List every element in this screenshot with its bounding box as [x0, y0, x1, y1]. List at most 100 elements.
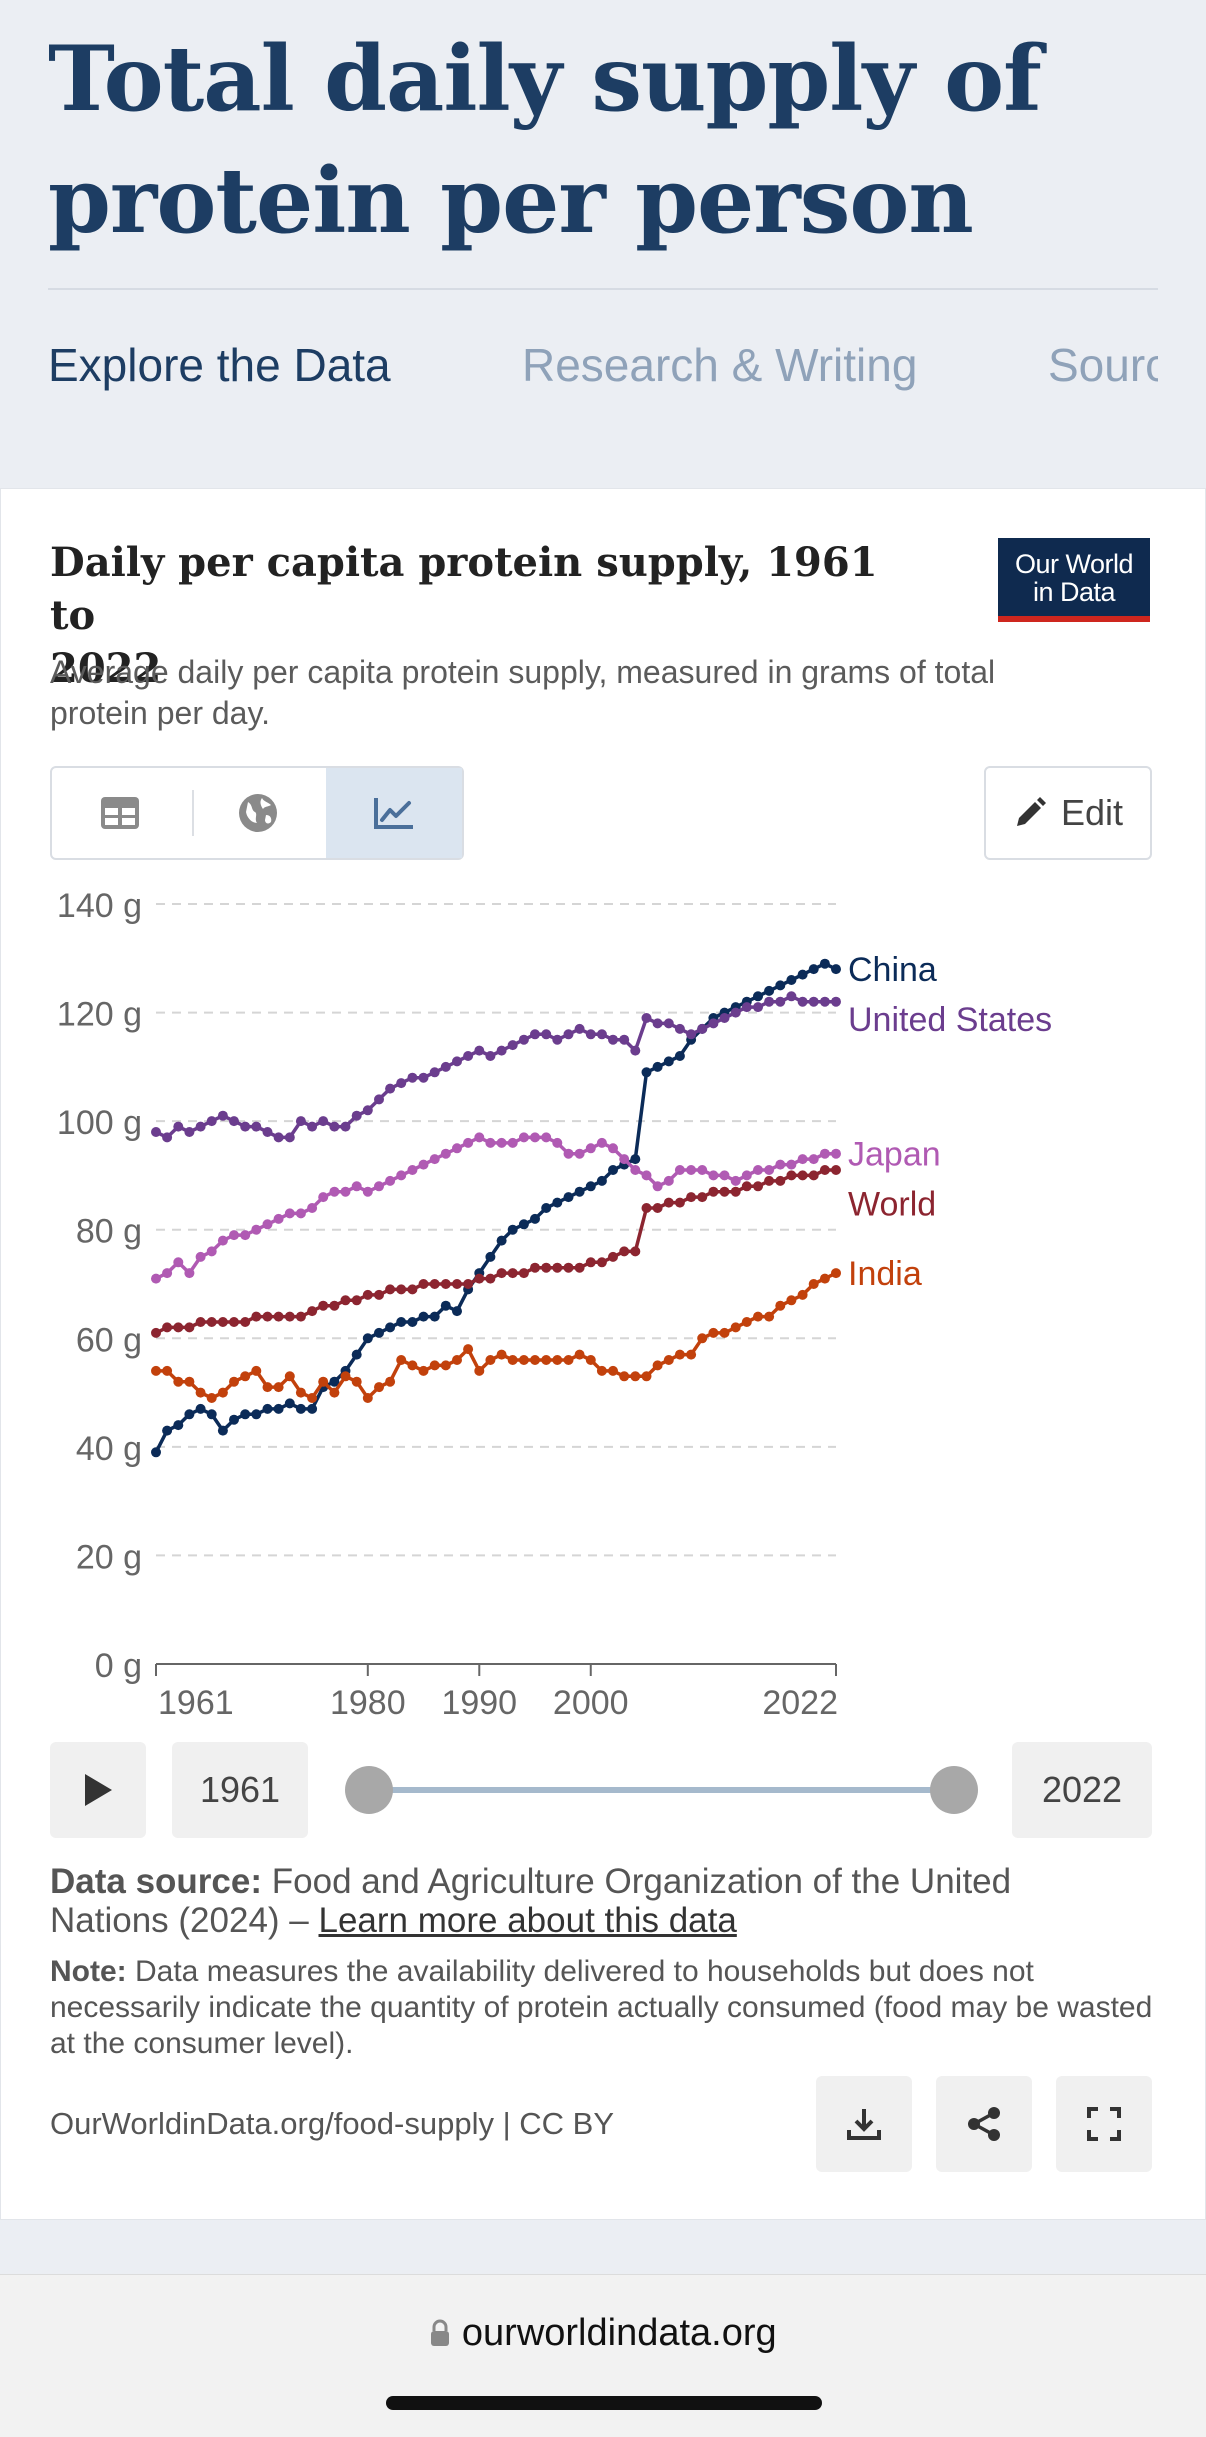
- tab-explore-the-data[interactable]: Explore the Data: [48, 339, 391, 391]
- data-point-world: [507, 1268, 518, 1279]
- data-point-world: [496, 1268, 507, 1279]
- data-point-india: [374, 1382, 384, 1393]
- data-point-india: [563, 1355, 574, 1365]
- data-point-united-states: [307, 1121, 318, 1132]
- data-point-china: [440, 1300, 451, 1311]
- data-point-world: [574, 1262, 585, 1273]
- chart-view-button[interactable]: [326, 768, 462, 858]
- data-point-united-states: [463, 1051, 474, 1061]
- data-point-india: [808, 1279, 819, 1289]
- learn-more-link[interactable]: Learn more about this data: [318, 1901, 737, 1940]
- data-point-china: [452, 1306, 462, 1317]
- data-point-india: [295, 1387, 306, 1398]
- data-point-india: [351, 1376, 362, 1387]
- data-point-india: [786, 1295, 797, 1306]
- data-point-india: [385, 1376, 396, 1387]
- data-point-japan: [362, 1186, 373, 1197]
- address-bar[interactable]: ourworldindata.org: [0, 2308, 1206, 2358]
- data-point-united-states: [329, 1121, 340, 1132]
- timeline-start-handle[interactable]: [345, 1766, 393, 1814]
- data-point-japan: [340, 1186, 351, 1197]
- lock-icon: [431, 2319, 450, 2346]
- data-point-united-states: [418, 1072, 429, 1083]
- data-point-japan: [496, 1137, 507, 1148]
- chart-subtitle: Average daily per capita protein supply,…: [50, 654, 996, 731]
- data-point-japan: [819, 1148, 830, 1159]
- data-point-world: [195, 1317, 206, 1327]
- page-title: Total daily supply of protein per person: [48, 26, 1042, 254]
- data-point-china: [674, 1051, 685, 1061]
- view-switch-separator: [192, 790, 194, 836]
- data-point-world: [173, 1322, 184, 1333]
- data-point-japan: [585, 1143, 596, 1154]
- data-point-united-states: [674, 1023, 685, 1034]
- share-button[interactable]: [936, 2076, 1032, 2172]
- data-point-india: [463, 1344, 474, 1355]
- data-point-india: [429, 1360, 440, 1371]
- data-point-world: [318, 1300, 329, 1311]
- chart-note: Note: Data measures the availability del…: [50, 1955, 1153, 2060]
- data-point-china: [608, 1165, 618, 1175]
- data-point-united-states: [273, 1132, 284, 1143]
- data-point-japan: [563, 1148, 574, 1159]
- data-point-japan: [206, 1246, 217, 1257]
- data-point-world: [608, 1251, 618, 1262]
- data-point-united-states: [652, 1018, 663, 1029]
- play-button[interactable]: [50, 1742, 146, 1838]
- timeline-track[interactable]: [370, 1787, 954, 1793]
- data-point-world: [151, 1327, 161, 1338]
- data-point-india: [608, 1365, 618, 1376]
- data-point-japan: [385, 1175, 396, 1186]
- legend-label-united-states: United States: [848, 1001, 1052, 1039]
- data-point-united-states: [385, 1083, 396, 1094]
- data-point-united-states: [619, 1034, 630, 1045]
- data-point-japan: [652, 1181, 663, 1192]
- data-point-world: [686, 1192, 697, 1203]
- data-point-united-states: [530, 1029, 540, 1040]
- data-point-china: [217, 1425, 228, 1436]
- timeline-end-handle[interactable]: [930, 1766, 978, 1814]
- data-point-world: [340, 1295, 351, 1306]
- table-view-button[interactable]: [52, 768, 188, 858]
- download-button[interactable]: [816, 2076, 912, 2172]
- data-point-united-states: [563, 1029, 574, 1040]
- data-point-china: [374, 1327, 384, 1338]
- data-point-india: [518, 1355, 529, 1365]
- data-point-world: [396, 1284, 407, 1295]
- owid-logo[interactable]: Our World in Data: [998, 538, 1150, 622]
- footer-url[interactable]: OurWorldinData.org/food-supply | CC BY: [50, 2106, 614, 2141]
- data-point-united-states: [396, 1078, 407, 1089]
- data-point-united-states: [764, 996, 775, 1007]
- data-point-world: [808, 1170, 819, 1181]
- y-tick-label: 20 g: [76, 1538, 142, 1576]
- data-point-united-states: [541, 1029, 552, 1040]
- data-point-india: [764, 1311, 775, 1322]
- download-icon: [847, 2109, 881, 2140]
- data-point-world: [518, 1268, 529, 1279]
- data-point-united-states: [585, 1029, 596, 1040]
- tab-research-and-writing[interactable]: Research & Writing: [522, 339, 918, 391]
- data-point-india: [329, 1387, 340, 1398]
- data-point-japan: [440, 1148, 451, 1159]
- data-point-china: [663, 1056, 674, 1067]
- data-point-china: [229, 1414, 239, 1425]
- data-point-china: [206, 1409, 217, 1420]
- data-point-united-states: [195, 1121, 206, 1132]
- data-point-china: [195, 1403, 206, 1414]
- data-point-india: [151, 1365, 161, 1376]
- data-source: Data source: Food and Agriculture Organi…: [50, 1862, 1012, 1940]
- data-point-united-states: [641, 1013, 652, 1023]
- data-point-world: [719, 1186, 730, 1197]
- data-point-united-states: [429, 1067, 440, 1078]
- data-point-india: [184, 1376, 195, 1387]
- map-view-button[interactable]: [190, 768, 326, 858]
- fullscreen-button[interactable]: [1056, 2076, 1152, 2172]
- tab-sources[interactable]: Sourc: [1048, 339, 1158, 391]
- edit-button[interactable]: Edit: [984, 766, 1152, 860]
- data-point-india: [708, 1327, 719, 1338]
- series-line-united-states: [155, 994, 836, 1140]
- data-point-world: [217, 1317, 228, 1327]
- data-point-china: [407, 1317, 418, 1327]
- data-point-japan: [329, 1186, 340, 1197]
- data-point-china: [307, 1403, 318, 1414]
